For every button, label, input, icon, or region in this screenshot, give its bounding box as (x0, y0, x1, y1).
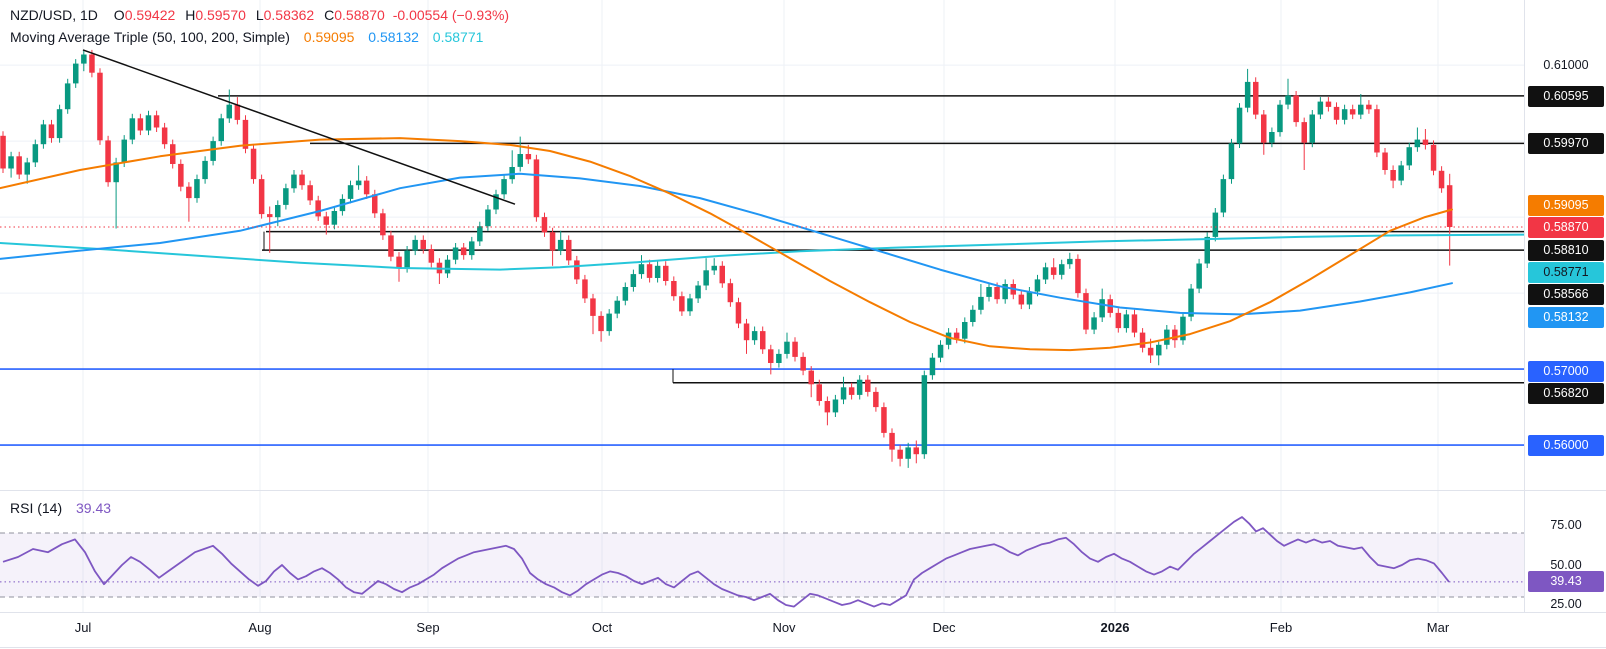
time-axis-label: 2026 (1100, 620, 1130, 635)
time-axis-label: Jul (74, 620, 92, 635)
price-level-badge: 0.56820 (1528, 382, 1604, 404)
close-value: 0.58870 (334, 7, 385, 23)
price-scale-border (1524, 0, 1525, 612)
symbol-title[interactable]: NZD/USD, 1D (10, 7, 98, 23)
ma-50-line (0, 137, 1453, 352)
time-axis-label: Oct (591, 620, 613, 635)
close-label: C (324, 7, 335, 23)
rsi-indicator-legend: RSI (14) 39.43 (10, 500, 111, 516)
trendline-drawing[interactable] (82, 49, 516, 205)
rsi-tick-label: 75.00 (1550, 517, 1582, 532)
price-level-badge: 0.60595 (1528, 85, 1604, 107)
rsi-value: 39.43 (76, 500, 112, 516)
time-axis-label: Sep (416, 620, 440, 635)
price-level-badge: 0.58132 (1528, 306, 1604, 328)
ma50-value: 0.59095 (303, 29, 355, 45)
price-level-badge: 0.58870 (1528, 216, 1604, 238)
change-value: -0.00554 (−0.93%) (392, 7, 510, 23)
ma-indicator-legend: Moving Average Triple (50, 100, 200, Sim… (10, 29, 483, 45)
low-label: L (255, 7, 264, 23)
ma-200-line (0, 233, 1524, 271)
ma100-value: 0.58132 (368, 29, 419, 45)
price-level-badge: 0.59095 (1528, 194, 1604, 216)
rsi-tick-label: 25.00 (1550, 596, 1582, 611)
open-label: O (113, 7, 125, 23)
time-axis-label: Feb (1269, 620, 1293, 635)
high-value: 0.59570 (195, 7, 246, 23)
rsi-band-fill (0, 533, 1524, 597)
horizontal-line-drawings[interactable] (0, 368, 1524, 446)
rsi-value-badge: 39.43 (1528, 570, 1604, 592)
grid-lines (0, 0, 1524, 612)
ma-100-line (0, 172, 1453, 316)
rsi-indicator-title[interactable]: RSI (14) (10, 500, 63, 516)
ma-indicator-title[interactable]: Moving Average Triple (50, 100, 200, Sim… (10, 29, 290, 45)
high-label: H (185, 7, 196, 23)
time-axis-border (0, 612, 1606, 613)
pane-separator[interactable] (0, 490, 1606, 491)
price-level-badge: 0.57000 (1528, 360, 1604, 382)
price-tick-label: 0.61000 (1543, 57, 1589, 72)
rsi-tick-label: 50.00 (1550, 557, 1582, 572)
ma200-value: 0.58771 (432, 29, 484, 45)
time-axis-label: Dec (932, 620, 956, 635)
time-axis-label: Mar (1426, 620, 1450, 635)
price-level-badge: 0.56000 (1528, 434, 1604, 456)
symbol-legend: NZD/USD, 1D O0.59422 H0.59570 L0.58362 C… (10, 7, 509, 23)
low-value: 0.58362 (263, 7, 315, 23)
price-level-badge: 0.58566 (1528, 283, 1604, 305)
open-value: 0.59422 (124, 7, 176, 23)
price-level-badge: 0.58810 (1528, 239, 1604, 261)
time-axis-label: Nov (772, 620, 796, 635)
price-level-badge: 0.59970 (1528, 132, 1604, 154)
rsi-line (2, 516, 1450, 608)
candlestick-series (0, 49, 1453, 468)
bottom-border (0, 647, 1606, 648)
time-axis-label: Aug (248, 620, 272, 635)
price-level-badge: 0.58771 (1528, 261, 1604, 283)
